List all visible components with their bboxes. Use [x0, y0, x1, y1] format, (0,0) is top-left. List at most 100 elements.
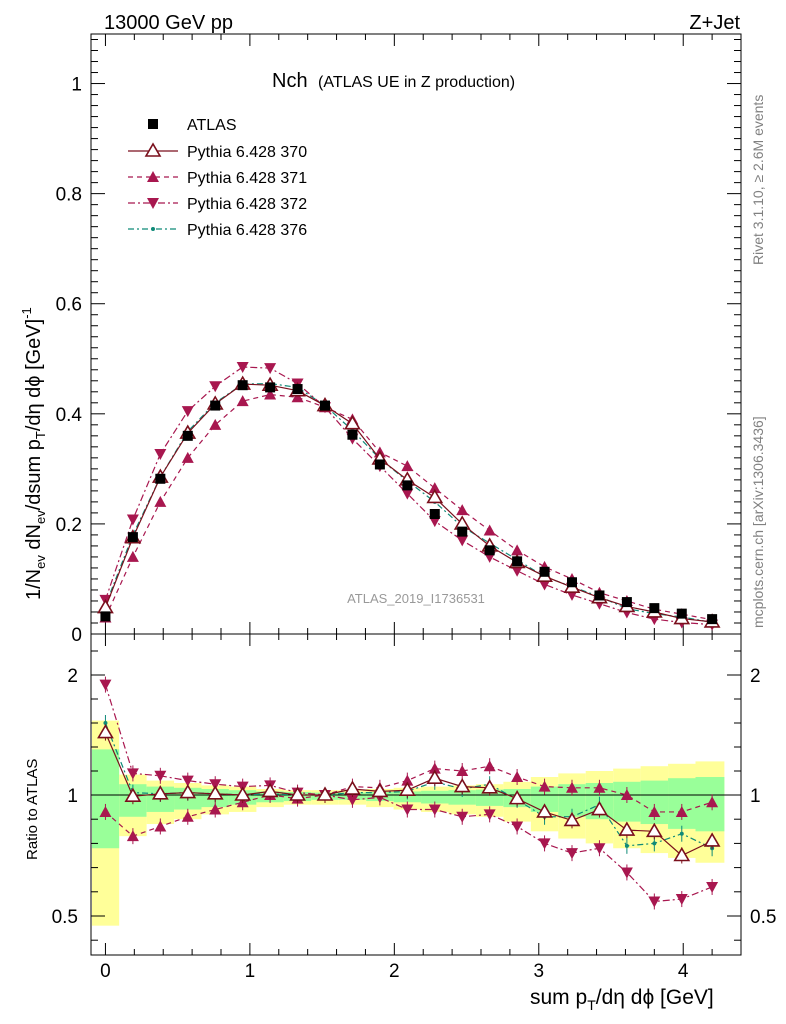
ratio-point-pythia-6-428-372 [209, 779, 222, 791]
main-point-atlas [347, 429, 358, 440]
main-y-axis-label: 1/Nev dNev/dsum pT/dη dϕ [GeV]-1 [19, 307, 48, 600]
ratio-point-pythia-6-428-371 [566, 781, 578, 793]
ratio-point-pythia-6-428-371 [401, 774, 414, 786]
ratio-point-pythia-6-428-372 [346, 794, 359, 806]
ratio-point-pythia-6-428-371 [538, 780, 551, 792]
main-y-tick-label: 1 [71, 75, 82, 96]
main-point-atlas [429, 509, 440, 519]
main-point-atlas [676, 608, 687, 619]
ratio-inner-band [448, 790, 476, 805]
ratio-inner-band [475, 789, 504, 806]
main-point-pythia-6-428-372 [181, 406, 194, 418]
main-point-atlas [100, 611, 111, 622]
ratio-series-line-pythia-6-428-372 [104, 684, 713, 903]
legend-marker-atlas [148, 119, 158, 129]
ratio-point-pythia-6-428-372 [566, 848, 578, 860]
main-point-atlas [512, 556, 523, 567]
ratio-y-tick-label: 0.5 [52, 907, 78, 928]
main-point-atlas [594, 590, 605, 601]
legend-label-pythia-6-428-370: Pythia 6.428 370 [187, 144, 307, 161]
x-axis-label: sum pT/dη dϕ [GeV] [530, 986, 714, 1013]
ratio-point-pythia-6-428-376 [679, 831, 684, 836]
main-point-pythia-6-428-372 [511, 565, 524, 577]
main-point-atlas [621, 597, 632, 608]
main-point-pythia-6-428-371 [181, 451, 194, 463]
x-tick-label: 2 [389, 961, 400, 982]
main-point-atlas [457, 526, 468, 537]
legend-label-atlas: ATLAS [187, 117, 237, 134]
ratio-y-tick-label: 2 [67, 666, 78, 687]
ratio-point-pythia-6-428-376 [103, 721, 108, 725]
legend-label-pythia-6-428-371: Pythia 6.428 371 [187, 170, 307, 187]
ratio-point-pythia-6-428-372 [99, 679, 112, 691]
ratio-point-pythia-6-428-371 [126, 830, 139, 842]
ratio-point-pythia-6-428-370 [179, 784, 197, 799]
main-point-pythia-6-428-370 [426, 488, 444, 504]
ratio-point-pythia-6-428-372 [706, 881, 719, 893]
ratio-point-pythia-6-428-371 [706, 796, 719, 808]
ratio-point-pythia-6-428-371 [648, 805, 661, 817]
main-point-pythia-6-428-372 [126, 514, 139, 526]
plot-title-main: Nch [272, 70, 308, 92]
main-point-pythia-6-428-371 [456, 504, 469, 516]
ratio-point-pythia-6-428-371 [428, 762, 441, 774]
legend-label-pythia-6-428-376: Pythia 6.428 376 [187, 222, 307, 239]
ratio-point-pythia-6-428-370 [151, 785, 169, 800]
ratio-inner-band [92, 749, 120, 849]
legend-marker-pythia-6-428-376 [151, 227, 155, 231]
ratio-point-pythia-6-428-370 [453, 778, 471, 793]
ratio-point-pythia-6-428-370 [481, 779, 499, 794]
ratio-point-pythia-6-428-370 [398, 781, 416, 797]
legend-marker-pythia-6-428-372 [147, 198, 159, 209]
ratio-y-axis-label: Ratio to ATLAS [24, 759, 41, 860]
main-series-line-pythia-6-428-372 [104, 366, 713, 626]
main-point-pythia-6-428-370 [344, 415, 361, 430]
x-tick-label: 1 [245, 961, 256, 982]
ratio-point-pythia-6-428-372 [538, 838, 551, 850]
main-point-pythia-6-428-371 [483, 524, 496, 536]
main-point-atlas [374, 459, 385, 470]
ratio-point-pythia-6-428-371 [209, 803, 222, 815]
ratio-point-pythia-6-428-370 [206, 785, 224, 800]
legend: ATLAS Pythia 6.428 370 Pythia 6.428 371 Pyt… [128, 117, 307, 239]
ratio-point-pythia-6-428-372 [593, 843, 606, 855]
main-point-atlas [402, 480, 413, 491]
ratio-point-pythia-6-428-376 [624, 843, 629, 848]
main-point-pythia-6-428-371 [126, 550, 139, 562]
main-point-pythia-6-428-372 [154, 449, 167, 460]
main-point-pythia-6-428-372 [538, 579, 551, 591]
main-series-line-pythia-6-428-370 [104, 383, 713, 623]
x-tick-label: 3 [533, 961, 544, 982]
main-y-tick-label: 0.4 [56, 405, 83, 426]
rivet-version-label: Rivet 3.1.10, ≥ 2.6M events [750, 95, 766, 265]
ratio-point-pythia-6-428-372 [511, 821, 524, 833]
ratio-uncertainty-bands [92, 720, 725, 926]
main-point-pythia-6-428-371 [511, 544, 524, 556]
main-point-atlas [265, 382, 276, 393]
axes-layer: 0 1 2 3 4 0 0.2 0.4 0.6 0.8 1 0.5 0.5 1 1 2 2 [52, 33, 776, 982]
main-point-atlas [539, 566, 550, 577]
series-layer [97, 362, 721, 910]
main-point-atlas [210, 400, 221, 411]
main-point-atlas [649, 603, 660, 614]
ratio-point-pythia-6-428-371 [511, 771, 524, 782]
ratio-point-pythia-6-428-376 [652, 841, 657, 846]
main-point-pythia-6-428-371 [291, 391, 304, 403]
ratio-point-pythia-6-428-371 [675, 805, 688, 817]
x-tick-label: 4 [678, 961, 689, 982]
main-point-atlas [182, 430, 193, 441]
ratio-point-pythia-6-428-372 [154, 770, 167, 782]
main-point-pythia-6-428-371 [428, 482, 441, 494]
energy-label: 13000 GeV pp [104, 12, 233, 34]
ratio-point-pythia-6-428-370 [426, 769, 444, 785]
main-point-pythia-6-428-372 [401, 488, 414, 500]
ratio-point-pythia-6-428-370 [371, 782, 389, 798]
ratio-point-pythia-6-428-371 [181, 810, 194, 822]
main-point-atlas [707, 614, 718, 625]
main-y-tick-label: 0.2 [56, 515, 82, 536]
main-point-pythia-6-428-371 [264, 388, 277, 400]
ratio-point-pythia-6-428-370 [536, 803, 553, 818]
ratio-y-tick-label-right: 1 [750, 786, 761, 807]
ratio-point-pythia-6-428-372 [126, 768, 139, 780]
